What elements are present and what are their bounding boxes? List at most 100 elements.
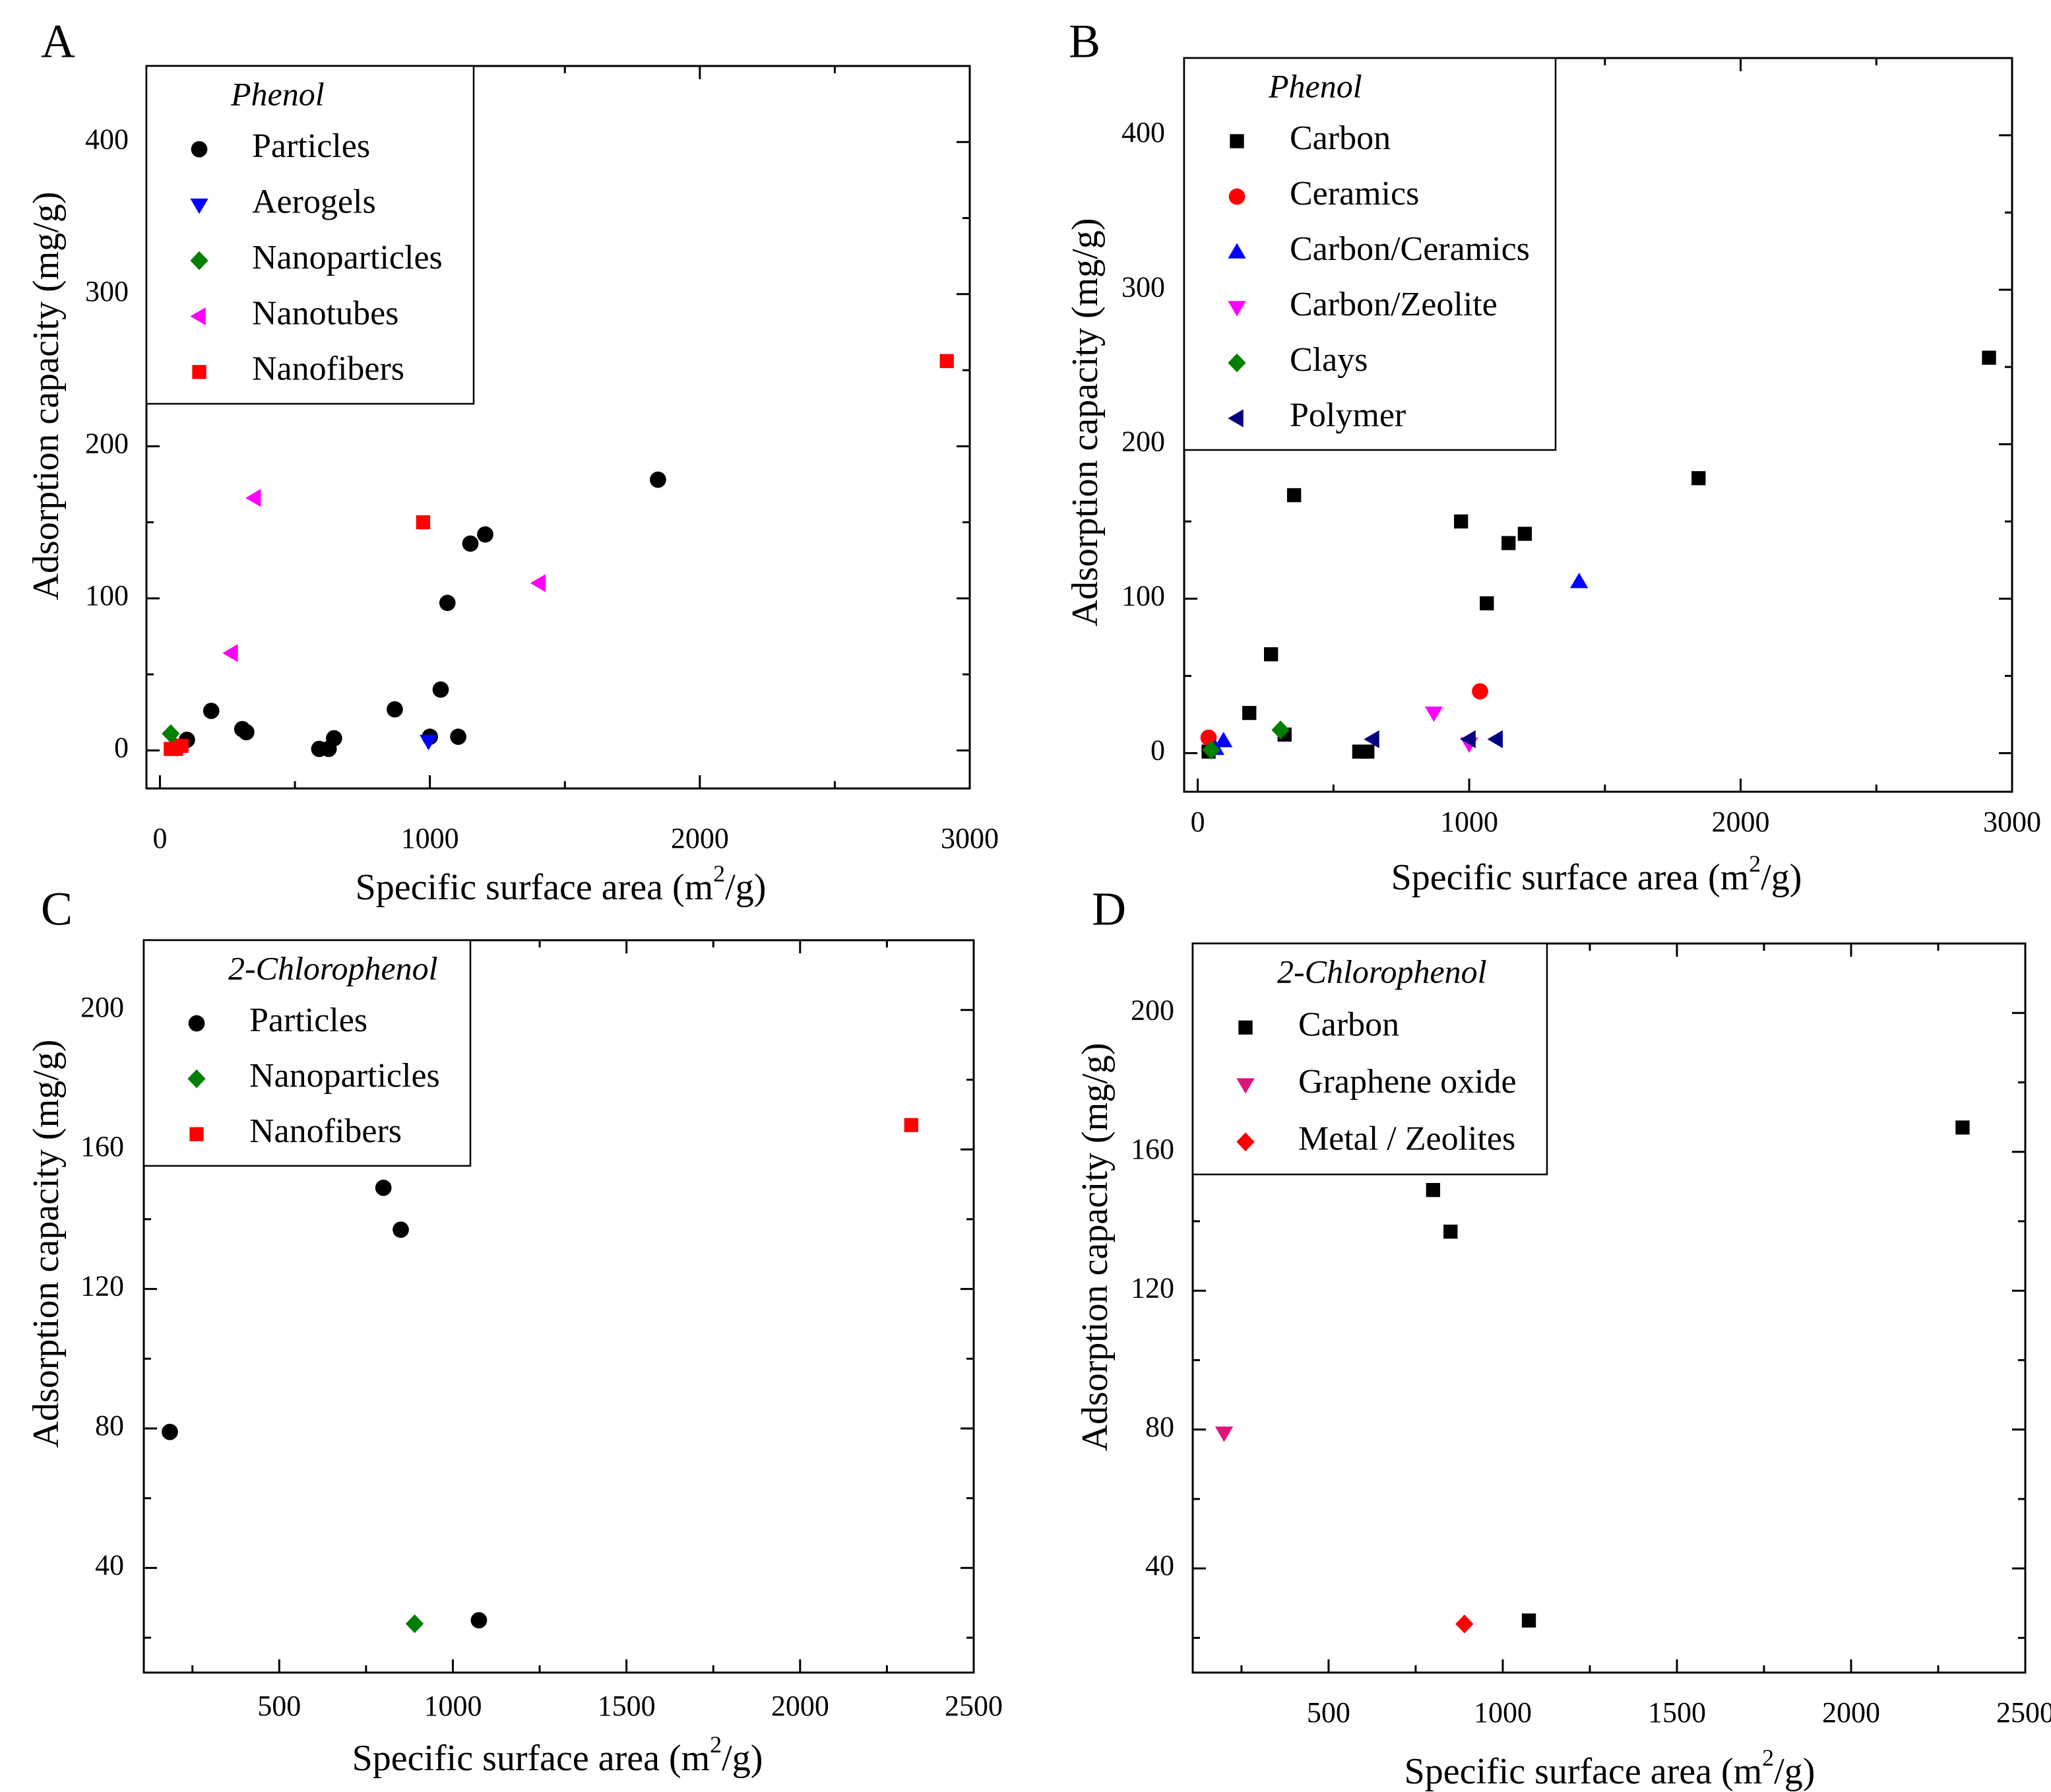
legend-label: Nanoparticles: [252, 239, 443, 276]
legend-title: 2-Chlorophenol: [228, 949, 438, 986]
legend-item: Aerogels: [190, 183, 376, 221]
data-point-particles: [450, 728, 466, 745]
y-tick-label: 200: [1121, 425, 1165, 457]
data-point-carbon: [1264, 647, 1278, 662]
data-point-carbon: [1286, 488, 1302, 503]
panel-letter: A: [41, 15, 75, 68]
legend-label: Carbon/Ceramics: [1290, 230, 1530, 268]
data-point-particles: [238, 724, 255, 741]
data-point-carbon-ceramics: [1570, 572, 1589, 589]
legend-marker: [188, 1015, 205, 1032]
data-point-ceramics: [1200, 729, 1217, 746]
legend-marker: [190, 307, 206, 326]
legend-marker: [187, 1069, 206, 1089]
data-point-graphene-oxide: [1215, 1426, 1234, 1442]
data-point-carbon: [1443, 1225, 1458, 1239]
data-point-carbon-zeolite: [1424, 706, 1443, 722]
legend-marker: [1230, 134, 1244, 148]
x-tick-label: 1000: [1474, 1696, 1532, 1729]
legend-item: Carbon/Ceramics: [1228, 230, 1530, 268]
y-axis-title: Adsorption capacity (mg/g): [26, 192, 67, 600]
legend: Phenol Carbon Ceramics Carbon/Ceramics Carbo…: [1183, 57, 1557, 451]
x-axis-title-sup: 2: [1762, 1744, 1774, 1771]
y-tick-label: 300: [1121, 271, 1165, 303]
legend-label: Nanoparticles: [249, 1057, 440, 1095]
y-axis-title-main: Adsorption capacity: [26, 1149, 67, 1448]
y-axis-title-text: Adsorption capacity (mg/g): [1075, 1043, 1116, 1452]
legend-label: Carbon/Zeolite: [1290, 286, 1498, 323]
y-tick-label: 0: [114, 731, 129, 763]
y-tick-label: 120: [1131, 1271, 1174, 1304]
data-point-polymer: [1460, 730, 1476, 749]
x-tick-label: 1000: [401, 822, 459, 854]
x-tick-label: 2500: [945, 1690, 1003, 1722]
legend-label: Particles: [252, 127, 370, 165]
y-tick-label: 40: [1145, 1549, 1174, 1582]
legend-marker: [1236, 1078, 1255, 1094]
legend-label: Metal / Zeolites: [1298, 1120, 1515, 1158]
data-point-particles: [387, 701, 403, 718]
legend-marker: [191, 141, 208, 158]
data-point-carbon-ceramics: [1215, 732, 1233, 748]
y-tick-label: 160: [1131, 1133, 1174, 1165]
x-axis-title-main: Specific surface area (m: [352, 1738, 710, 1779]
legend-item: Ceramics: [1228, 175, 1419, 212]
x-axis-title-main: Specific surface area (m: [1404, 1751, 1763, 1792]
x-tick-label: 500: [1307, 1696, 1350, 1729]
x-axis-title-sup: 2: [713, 860, 725, 887]
data-points: [1215, 1120, 1970, 1634]
data-point-particles: [432, 681, 449, 698]
x-tick-label: 3000: [1983, 806, 2041, 838]
x-tick-label: 2000: [771, 1690, 829, 1722]
plot-frame: [1191, 942, 2027, 1674]
x-tick-label: 2000: [1822, 1696, 1880, 1729]
legend-label: Nanofibers: [252, 350, 404, 388]
data-point-metal-zeolites: [1455, 1615, 1474, 1634]
legend-item: Clays: [1228, 341, 1368, 379]
legend-item: Nanotubes: [190, 294, 398, 332]
y-tick-label: 200: [85, 427, 129, 459]
data-point-clays: [1202, 740, 1220, 760]
legend-item: Carbon: [1238, 1006, 1399, 1043]
legend-box: [145, 65, 475, 405]
legend-marker: [1238, 1020, 1253, 1035]
legend-label: Aerogels: [252, 183, 376, 221]
y-tick-label: 0: [1151, 734, 1165, 767]
legend-title: Phenol: [1268, 67, 1362, 104]
data-point-carbon: [1501, 536, 1516, 550]
y-tick-label: 40: [95, 1549, 124, 1582]
y-tick-label: 400: [85, 123, 129, 155]
legend: 2-Chlorophenol Carbon Graphene oxide Metal …: [1191, 942, 1548, 1176]
data-point-particles: [203, 703, 220, 719]
x-tick-label: 500: [257, 1690, 301, 1722]
data-point-nanofibers: [939, 354, 954, 368]
y-tick-label: 100: [1121, 579, 1165, 612]
y-axis-title-main: Adsorption capacity: [1075, 1153, 1116, 1452]
panel-letter: D: [1092, 883, 1126, 936]
legend-marker: [192, 365, 206, 379]
legend-item: Carbon/Zeolite: [1228, 286, 1498, 323]
legend-box: [1183, 57, 1557, 451]
legend-item: Nanofibers: [192, 350, 404, 388]
data-point-carbon: [1480, 596, 1494, 611]
x-axis-title-main: Specific surface area (m: [1391, 857, 1750, 898]
legend-item: Nanofibers: [189, 1112, 402, 1150]
legend-label: Particles: [249, 1002, 367, 1039]
legend-label: Polymer: [1290, 397, 1406, 434]
data-point-carbon: [1517, 527, 1532, 541]
legend-item: Metal / Zeolites: [1236, 1120, 1515, 1158]
legend-item: Carbon: [1230, 119, 1391, 157]
legend-marker: [189, 1127, 204, 1141]
data-point-polymer: [1364, 730, 1379, 749]
x-axis-title: Specific surface area (m2/g): [352, 1731, 763, 1779]
y-axis-title: Adsorption capacity (mg/g): [1075, 1043, 1116, 1452]
y-tick-label: 160: [80, 1130, 124, 1163]
legend-item: Nanoparticles: [190, 239, 443, 276]
legend-marker: [190, 198, 208, 214]
chart-panel-c: C 500 1000 1500 2000 2500 40 80 120 160 200 Specifi…: [26, 883, 1003, 1779]
legend-marker: [1228, 409, 1244, 428]
legend-item: Nanoparticles: [187, 1057, 440, 1095]
x-axis-title: Specific surface area (m2/g): [356, 860, 767, 908]
data-point-nanofibers: [904, 1118, 918, 1132]
y-axis-title-text: Adsorption capacity (mg/g): [1065, 218, 1106, 627]
